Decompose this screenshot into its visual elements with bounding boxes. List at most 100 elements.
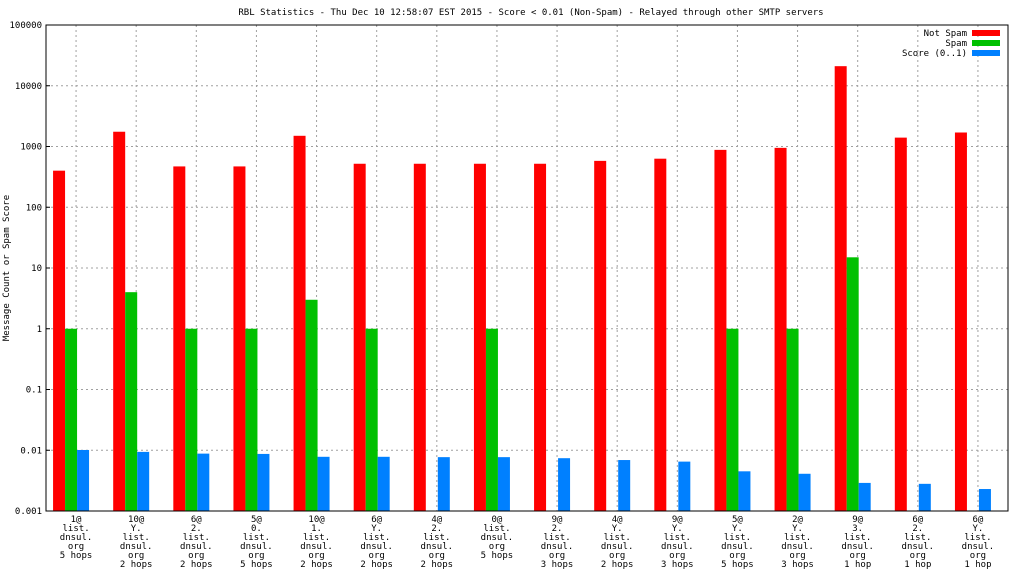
y-tick-label: 0.01 — [20, 446, 42, 456]
x-category-label-line: list. — [964, 533, 991, 543]
y-tick-label: 10 — [31, 264, 42, 274]
x-category-label-line: org — [850, 551, 866, 561]
y-tick-label: 0.1 — [26, 386, 42, 396]
bar-score-0-1 — [497, 457, 510, 511]
x-category-label: 9@ 2. list. dnsul. org 3 hops — [541, 515, 574, 570]
x-category-label: 9@ Y. list. dnsul. org 3 hops — [661, 515, 694, 570]
y-tick-label: 10000 — [15, 82, 42, 92]
x-category-label-line: 3. — [852, 524, 863, 534]
bar-not-spam — [293, 135, 306, 511]
bar-not-spam — [53, 170, 66, 511]
x-category-label: 1@ list. dnsul. org 5 hops — [60, 515, 93, 561]
x-category-label-line: 2. — [912, 524, 923, 534]
bar-not-spam — [834, 66, 847, 512]
bar-spam — [365, 328, 378, 511]
bar-spam — [846, 257, 859, 511]
x-category-label-line: 0. — [251, 524, 262, 534]
bar-score-0-1 — [77, 449, 90, 511]
x-category-label-line: dnsul. — [841, 542, 874, 552]
x-category-label-line: list. — [904, 533, 931, 543]
bar-score-0-1 — [798, 473, 811, 511]
x-category-label-line: 6@ — [973, 515, 984, 525]
x-category-label-line: 1 hop — [904, 560, 931, 570]
bar-score-0-1 — [678, 461, 691, 511]
x-category-label-line: org — [128, 551, 144, 561]
x-category-label: 6@ 2. list. dnsul. org 1 hop — [902, 515, 935, 570]
x-category-label-line: Y. — [732, 524, 743, 534]
x-category-label-line: list. — [183, 533, 210, 543]
x-category-label-line: org — [429, 551, 445, 561]
bar-spam — [305, 299, 318, 511]
x-category-label-line: list. — [664, 533, 691, 543]
x-category-label-line: org — [549, 551, 565, 561]
x-category-label-line: list. — [303, 533, 330, 543]
x-category-label-line: 0@ — [492, 515, 503, 525]
bar-score-0-1 — [437, 457, 450, 511]
x-category-label-line: list. — [844, 533, 871, 543]
x-category-label-line: dnsul. — [360, 542, 393, 552]
bars-layer — [53, 66, 991, 512]
legend-swatch — [972, 40, 1000, 46]
x-category-label-line: dnsul. — [481, 533, 514, 543]
x-category-label-line: org — [609, 551, 625, 561]
x-category-label-line: 2 hops — [120, 560, 153, 570]
x-category-label-line: org — [369, 551, 385, 561]
bar-not-spam — [774, 147, 787, 512]
x-category-label: 4@ 2. list. dnsul. org 2 hops — [421, 515, 454, 570]
x-category-label-line: org — [970, 551, 986, 561]
x-category-label: 6@ 2. list. dnsul. org 2 hops — [180, 515, 213, 570]
bar-not-spam — [894, 137, 907, 511]
y-tick-label: 100000 — [9, 21, 42, 31]
y-tick-label: 1 — [37, 325, 42, 335]
x-category-label: 9@ 3. list. dnsul. org 1 hop — [841, 515, 874, 570]
bar-not-spam — [473, 163, 486, 511]
x-category-label-line: dnsul. — [541, 542, 574, 552]
x-category-label-line: 6@ — [371, 515, 382, 525]
x-category-label-line: dnsul. — [601, 542, 634, 552]
x-category-label: 5@ 0. list. dnsul. org 5 hops — [240, 515, 273, 570]
x-category-label-line: list. — [423, 533, 450, 543]
legend-label: Spam — [945, 39, 967, 49]
x-category-label-line: list. — [544, 533, 571, 543]
bar-not-spam — [954, 132, 967, 511]
x-category-label-line: 1 hop — [964, 560, 991, 570]
legend-label: Score (0..1) — [902, 49, 967, 59]
x-category-label-line: org — [910, 551, 926, 561]
x-category-label-line: Y. — [792, 524, 803, 534]
bar-score-0-1 — [918, 483, 931, 511]
x-category-label-line: 10@ — [128, 515, 145, 525]
y-tick-label: 1000 — [20, 143, 42, 153]
bar-spam — [786, 328, 799, 511]
bar-spam — [485, 328, 498, 511]
x-category-label-line: Y. — [612, 524, 623, 534]
x-category-label-line: 2 hops — [300, 560, 333, 570]
x-category-label-line: org — [308, 551, 324, 561]
x-category-label-line: 3 hops — [661, 560, 694, 570]
x-category-label-line: 5@ — [732, 515, 743, 525]
bar-not-spam — [113, 131, 126, 511]
x-category-label-line: dnsul. — [300, 542, 333, 552]
x-category-label-line: dnsul. — [721, 542, 754, 552]
x-category-label-line: org — [489, 542, 505, 552]
x-category-label: 5@ Y. list. dnsul. org 5 hops — [721, 515, 754, 570]
x-category-label: 2@ Y. list. dnsul. org 3 hops — [781, 515, 814, 570]
bar-score-0-1 — [137, 451, 150, 511]
bar-score-0-1 — [197, 453, 210, 511]
x-category-label-line: 2. — [552, 524, 563, 534]
x-category-label-line: 3 hops — [541, 560, 574, 570]
x-category-label-line: Y. — [131, 524, 142, 534]
x-category-label-line: 4@ — [612, 515, 623, 525]
x-category-label-line: 1 hop — [844, 560, 871, 570]
x-category-label-line: dnsul. — [962, 542, 995, 552]
x-category-label-line: org — [188, 551, 204, 561]
x-category-label-line: 5@ — [251, 515, 262, 525]
x-category-label-line: list. — [604, 533, 631, 543]
bar-score-0-1 — [858, 482, 871, 511]
bar-not-spam — [594, 160, 607, 511]
bar-not-spam — [173, 166, 186, 512]
x-category-label-line: 6@ — [912, 515, 923, 525]
bar-score-0-1 — [738, 471, 751, 511]
